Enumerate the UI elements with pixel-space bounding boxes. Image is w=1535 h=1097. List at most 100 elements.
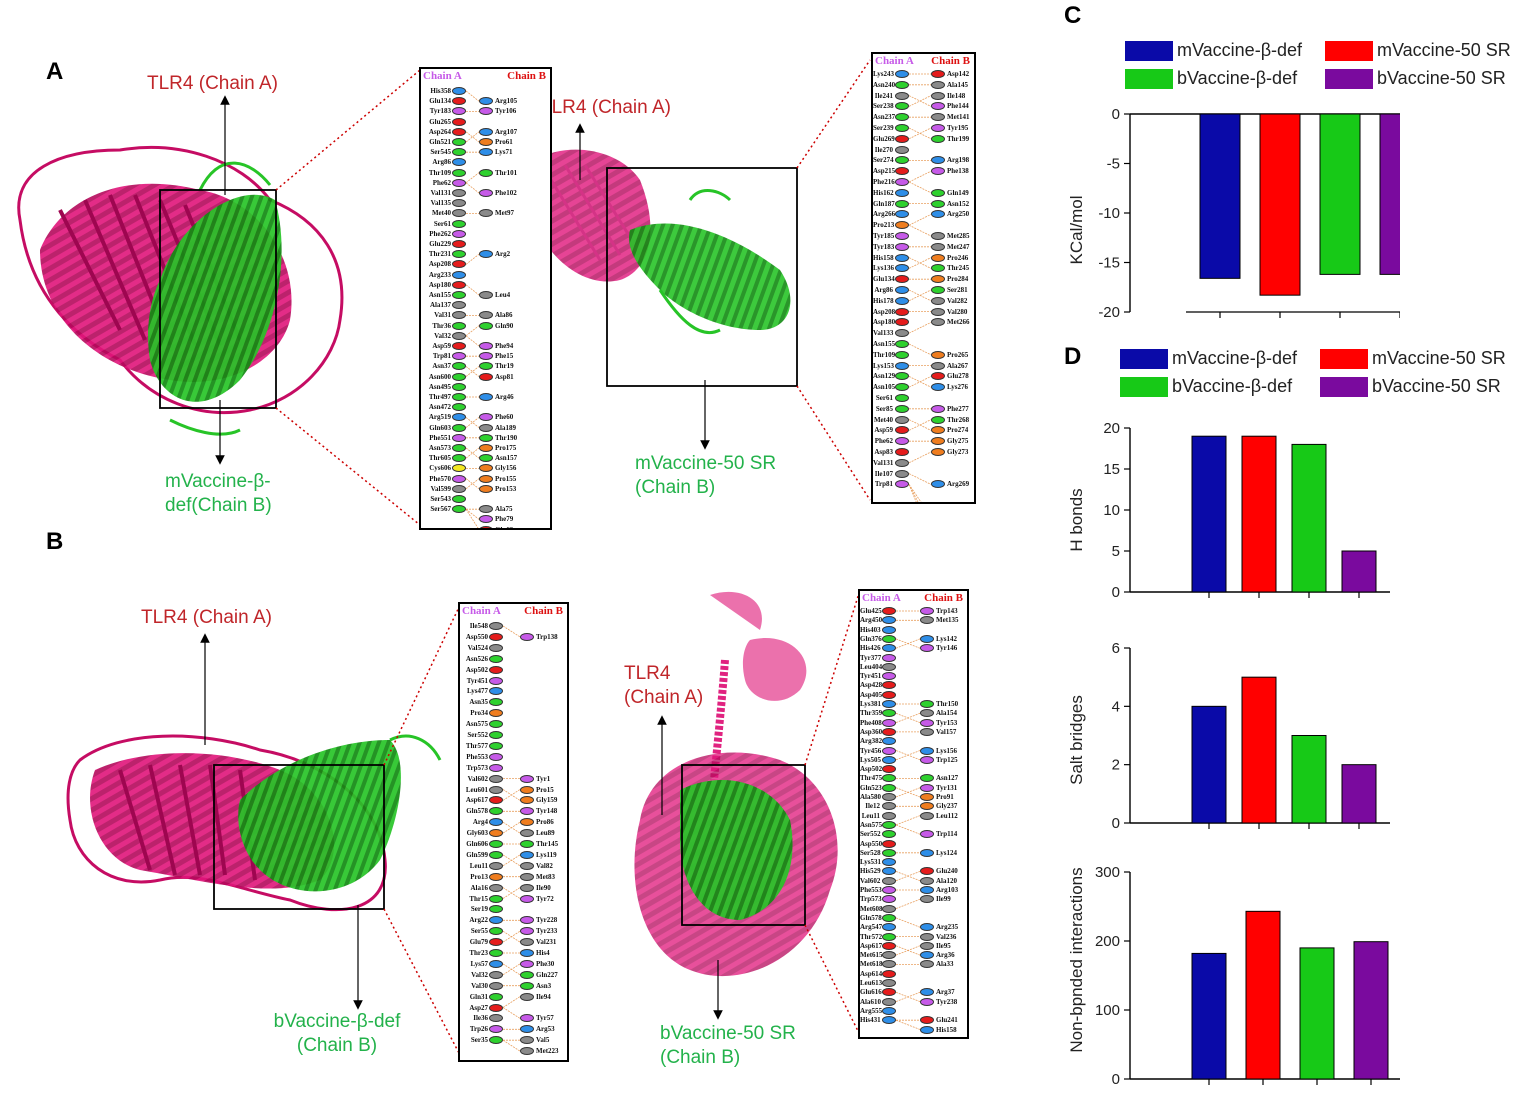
interaction-table-mvaccine-beta-def: Chain A Chain B His358 Glu134 Tyr183 Glu265 As… [419,67,552,530]
residue-node-chain-b [520,818,534,827]
residue-label-chain-b: Pro246 [947,253,969,262]
residue-label-chain-a: Asn575 [860,820,883,829]
residue-label-chain-a: His178 [873,296,894,305]
residue-node-chain-a [452,270,466,279]
residue-label-chain-b: Gln227 [536,970,558,979]
residue-label-chain-a: Thr475 [860,774,883,783]
interaction-line [465,131,480,143]
residue-node-chain-b [479,209,493,218]
residue-label-chain-b: Asp142 [947,70,970,78]
residue-label-chain-a: Asp550 [465,632,488,641]
residue-label-chain-a: Lys531 [860,858,882,867]
residue-label-chain-b: Thr199 [947,134,970,143]
residue-label-chain-a: Gln578 [466,807,488,816]
residue-label-chain-a: Ser61 [875,394,893,402]
residue-node-chain-b [931,91,945,100]
residue-node-chain-b [920,951,934,960]
residue-label-chain-b: Lys71 [495,148,513,157]
legend-item: bVaccine-50 SR [1320,376,1501,397]
residue-node-chain-a [895,286,909,294]
residue-node-chain-b [931,70,945,78]
residue-label-chain-a: Ser552 [860,830,881,839]
residue-label-chain-a: Thr497 [428,393,451,401]
residue-label-chain-b: Lys124 [936,848,958,857]
residue-node-chain-b [920,755,934,764]
residue-label-chain-b: Val5 [536,1036,550,1045]
residue-label-chain-b: Thr268 [947,415,970,424]
chart-h-bonds: 0 5 10 15 20 H bonds [1067,420,1390,601]
residue-node-chain-b [479,127,493,136]
residue-node-chain-b [920,718,934,727]
interaction-line [465,284,480,296]
residue-node-chain-b [479,321,493,330]
residue-label-chain-a: Leu11 [469,861,488,870]
residue-node-chain-a [882,858,896,867]
structure-tlr4-bvaccine-beta-def [66,604,461,1056]
residue-node-chain-b [931,307,945,316]
residue-label-chain-a: Lys505 [860,755,882,764]
bar-bVaccine-50 SR [1341,764,1377,824]
residue-node-chain-b [931,232,945,240]
residue-label-chain-a: Thr572 [860,932,883,941]
residue-label-chain-b: His4 [536,949,550,957]
residue-node-chain-b [920,895,934,904]
residue-node-chain-b [931,415,945,424]
residue-label-chain-b: Tyr1 [536,774,551,783]
residue-label-chain-b: Lys276 [947,383,969,392]
residue-node-chain-b [920,774,934,783]
residue-label-chain-a: Trp81 [874,480,893,489]
residue-label-chain-b: Leu112 [936,811,958,820]
residue-node-chain-b [931,80,945,89]
residue-node-chain-b [931,426,945,435]
residue-label-chain-b: Pro284 [947,275,969,284]
interaction-line [895,824,921,835]
residue-label-chain-a: Met40 [873,415,893,424]
legend-item: mVaccine-50 SR [1325,40,1511,61]
residue-label-chain-a: Arg266 [873,210,896,219]
residue-node-chain-a [882,672,896,681]
residue-node-chain-b [931,361,945,370]
interaction-line [908,376,932,388]
chain-a-header: Chain A [462,605,501,617]
residue-node-chain-b [520,1036,534,1045]
residue-label-chain-b: Lys156 [936,746,958,755]
residue-label-chain-a: Met40 [431,209,451,218]
residue-node-chain-b [931,134,945,143]
residue-label-chain-b: Met135 [936,616,959,625]
residue-label-chain-a: Gln376 [860,634,882,643]
residue-node-chain-a [895,113,909,122]
y-tick-label: 300 [1095,864,1120,881]
residue-label-chain-a: Asp59 [432,342,451,350]
residue-node-chain-b [931,242,945,251]
residue-label-chain-a: Thr109 [873,350,896,359]
residue-label-chain-a: Glu79 [469,938,488,947]
interaction-line [502,1007,521,1019]
residue-node-chain-b [520,850,534,859]
y-tick-label: 0 [1112,1071,1120,1088]
residue-node-chain-b [931,188,945,197]
legend-d: mVaccine-β-def mVaccine-50 SR bVaccine-β… [1120,348,1530,404]
residue-label-chain-a: Phe553 [466,752,488,761]
bar-mVaccine-β-def [1191,952,1227,1080]
interaction-line [908,289,932,302]
residue-label-chain-a: Asn600 [428,372,451,381]
residue-node-chain-b [479,423,493,432]
residue-node-chain-a [452,280,466,289]
residue-label-chain-a: Ser19 [470,905,488,914]
residue-label-chain-a: Gln31 [469,992,488,1001]
interaction-line [908,224,932,237]
bar-bVaccine-50 SR [1379,113,1400,275]
bar-mVaccine-β-def [1199,113,1241,279]
residue-label-chain-b: Asp81 [495,372,514,381]
residue-node-chain-b [931,437,945,446]
residue-node-chain-a [882,979,896,987]
residue-label-chain-b: Glu241 [936,1016,958,1025]
residue-node-chain-a [882,988,896,997]
residue-label-chain-b: Arg36 [936,951,955,960]
residue-node-chain-a [452,352,466,361]
residue-node-chain-a [882,700,896,708]
residue-label-chain-a: His162 [873,188,894,197]
y-tick-label: 0 [1112,815,1120,832]
residue-label-chain-a: Asn155 [428,291,451,299]
residue-label-chain-b: Val236 [936,932,957,941]
